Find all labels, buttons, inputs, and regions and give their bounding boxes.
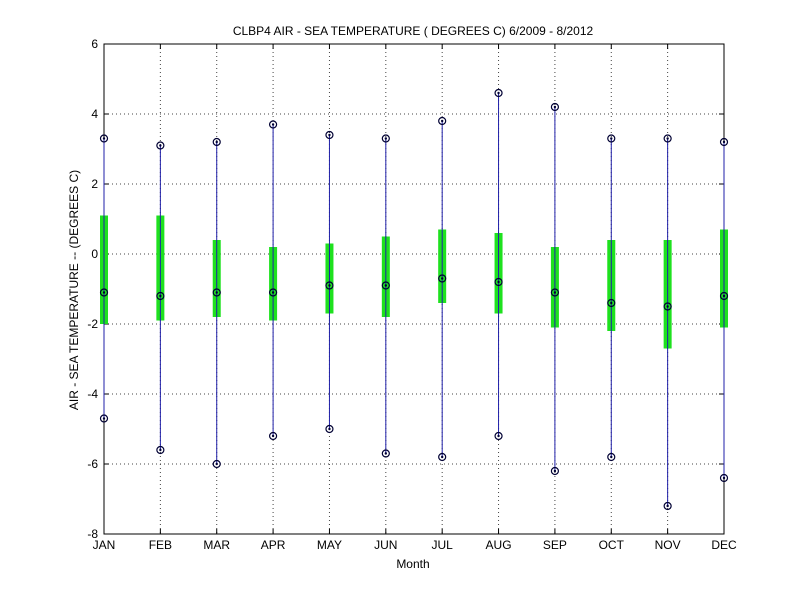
max-marker-dot: [497, 91, 500, 95]
min-marker-dot: [440, 455, 444, 459]
y-tick-label: 4: [91, 107, 98, 121]
x-tick-label: AUG: [486, 538, 512, 552]
max-marker-dot: [722, 140, 726, 144]
max-marker: [99, 134, 109, 143]
min-marker-dot: [553, 469, 557, 473]
chart-title: CLBP4 AIR - SEA TEMPERATURE ( DEGREES C)…: [233, 24, 594, 38]
max-marker: [663, 134, 672, 143]
median-marker-dot: [553, 291, 557, 294]
min-marker: [156, 445, 165, 455]
min-marker: [663, 501, 672, 511]
max-marker: [268, 120, 278, 129]
min-marker-dot: [102, 417, 106, 420]
median-marker-dot: [271, 291, 275, 294]
max-marker: [438, 116, 447, 126]
max-marker-dot: [666, 137, 669, 140]
median-marker-dot: [215, 291, 218, 294]
median-marker: [99, 288, 109, 297]
x-tick-label: JAN: [93, 538, 116, 552]
min-marker: [494, 431, 503, 441]
min-marker-dot: [610, 455, 613, 459]
min-marker: [212, 459, 221, 469]
min-marker-dot: [497, 434, 500, 438]
x-tick-label: JUL: [432, 538, 454, 552]
min-marker: [268, 431, 278, 441]
y-tick-label: 0: [91, 247, 98, 261]
median-marker: [719, 291, 729, 301]
y-tick-label: -2: [87, 317, 98, 331]
x-tick-label: SEP: [543, 538, 567, 552]
max-marker-dot: [553, 105, 557, 109]
min-marker-dot: [159, 448, 162, 452]
median-marker: [438, 274, 447, 283]
max-marker: [325, 130, 334, 140]
median-marker-dot: [440, 277, 444, 280]
median-marker-dot: [102, 291, 106, 294]
min-marker-dot: [666, 504, 669, 508]
max-marker-dot: [159, 144, 162, 147]
max-marker: [550, 102, 560, 112]
y-tick-label: -4: [87, 387, 98, 401]
min-marker: [99, 414, 109, 423]
max-marker-dot: [384, 137, 388, 140]
median-marker-dot: [328, 284, 331, 287]
min-marker-dot: [328, 427, 331, 431]
min-marker: [381, 449, 390, 458]
max-marker-dot: [328, 133, 331, 137]
max-marker-dot: [215, 140, 218, 144]
max-marker-dot: [102, 137, 106, 140]
min-marker: [438, 452, 447, 462]
median-marker-dot: [384, 284, 388, 287]
x-axis-label: Month: [396, 557, 429, 571]
plot-frame: [103, 43, 725, 535]
median-marker-dot: [159, 294, 162, 298]
x-tick-label: JUN: [374, 538, 397, 552]
median-marker: [156, 291, 165, 301]
max-marker: [381, 134, 390, 143]
y-tick-label: 2: [91, 177, 98, 191]
min-marker: [719, 473, 729, 483]
median-marker-dot: [610, 301, 613, 305]
median-marker: [550, 288, 560, 297]
min-marker: [550, 466, 560, 476]
median-marker: [607, 298, 616, 308]
median-marker: [663, 302, 672, 311]
min-marker-dot: [215, 462, 218, 466]
y-tick-label: -6: [87, 457, 98, 471]
y-axis-label: AIR - SEA TEMPERATURE -- (DEGREES C): [67, 170, 81, 410]
x-tick-label: APR: [261, 538, 286, 552]
y-tick-label: -8: [87, 527, 98, 541]
min-marker: [607, 452, 616, 462]
plot-area: -8 -6 -4 -2 0 2 4 6 JAN FEB MAR APR MAY JUN JUL AUG SEP O…: [87, 37, 737, 552]
x-tick-label: OCT: [599, 538, 625, 552]
x-tick-label: DEC: [711, 538, 737, 552]
min-marker: [325, 424, 334, 434]
median-marker: [325, 281, 334, 290]
max-marker: [212, 137, 221, 147]
min-marker-dot: [722, 476, 726, 480]
x-tick-label: MAY: [317, 538, 342, 552]
max-marker: [607, 134, 616, 143]
median-marker-dot: [722, 294, 726, 298]
median-marker: [212, 288, 221, 297]
max-marker-dot: [271, 123, 275, 126]
x-tick-label: MAR: [203, 538, 230, 552]
min-marker-dot: [384, 452, 388, 455]
y-tick-label: 6: [91, 37, 98, 51]
max-marker-dot: [440, 119, 444, 123]
min-marker-dot: [271, 434, 275, 438]
max-marker: [719, 137, 729, 147]
x-tick-label: FEB: [149, 538, 172, 552]
median-marker: [268, 288, 278, 297]
max-marker: [494, 88, 503, 98]
median-marker: [381, 281, 390, 290]
median-marker-dot: [497, 280, 500, 284]
median-marker-dot: [666, 305, 669, 308]
median-marker: [494, 277, 503, 287]
x-tick-label: NOV: [655, 538, 681, 552]
max-marker-dot: [610, 137, 613, 140]
max-marker: [156, 141, 165, 150]
